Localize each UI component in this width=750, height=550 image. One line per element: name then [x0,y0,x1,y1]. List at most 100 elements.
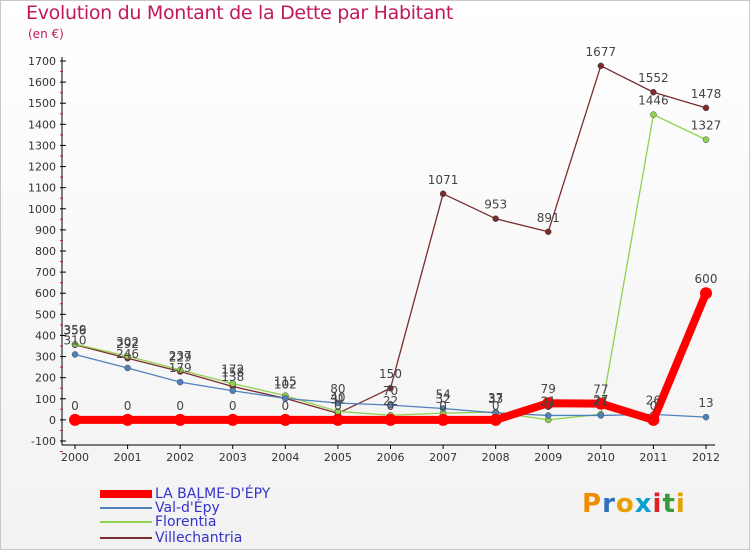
legend-item-florentia: Florentia [100,513,500,531]
legend-item-balme: LA BALME-D'ÉPY [100,485,500,503]
legend-label-val-d-epy: Val-d'Épy [155,500,220,516]
data-label: 1071 [428,173,459,187]
data-point [71,340,79,348]
x-tick-label: 2005 [324,451,352,464]
data-point [597,412,605,419]
y-tick-label: 500 [35,308,56,321]
y-tick-label: 1400 [28,118,56,131]
data-label: 0 [650,399,658,413]
data-point [439,405,447,412]
data-label: 0 [71,399,79,413]
data-label: 0 [124,399,132,413]
data-point [702,136,710,143]
data-point [545,412,552,419]
data-point [124,352,131,360]
data-point [437,413,450,426]
data-label: 0 [439,399,447,413]
data-point [650,111,657,118]
data-point [700,287,712,300]
data-point [176,366,184,374]
data-point [542,397,555,410]
data-point [489,413,502,426]
x-tick-label: 2000 [61,451,89,464]
data-point [650,88,657,96]
chart-title: Evolution du Montant de la Dette par Hab… [26,2,454,24]
data-point [176,378,184,386]
data-label: 1677 [586,45,617,59]
y-tick-label: 1000 [28,203,56,216]
data-label: 0 [282,399,290,413]
data-label: 21 [541,394,556,408]
data-point [334,399,342,407]
y-tick-label: 1700 [28,55,56,68]
y-tick-label: 700 [35,266,56,279]
data-label: 115 [274,375,297,389]
data-label: 0 [492,399,500,413]
y-tick-label: 1500 [28,97,56,110]
data-label: 0 [229,399,237,413]
data-label: 1327 [691,119,722,133]
data-label: 27 [593,393,608,407]
data-label: 102 [274,377,297,391]
legend-swatch-balme [100,490,152,498]
data-point [702,104,710,112]
logo-letter: x [634,489,653,519]
y-tick-label: 1200 [28,161,56,174]
data-label: 32 [435,392,450,406]
data-label: 33 [488,392,503,406]
data-point [597,62,605,70]
data-label: 356 [64,324,87,338]
y-tick-label: 900 [35,224,56,237]
y-tick-label: 1100 [28,182,56,195]
data-label: 158 [221,366,244,380]
data-point [69,413,81,426]
data-point [229,387,236,395]
y-tick-label: 600 [35,287,56,300]
data-label: 70 [383,384,398,398]
data-label: 359 [64,323,87,337]
data-point [121,413,134,426]
data-label: 37 [488,391,503,405]
y-tick-label: 0 [49,414,56,427]
y-tick-label: -100 [31,435,56,448]
data-label: 138 [221,370,244,384]
data-label: 102 [274,377,297,391]
y-tick-label: 400 [35,329,56,342]
data-point [492,215,499,222]
x-tick-label: 2012 [692,451,720,464]
data-point [702,413,710,421]
x-tick-label: 2008 [482,451,510,464]
y-tick-label: 800 [35,245,56,258]
data-label: 172 [221,363,244,377]
data-label: 40 [330,390,345,404]
data-label: 1552 [638,71,669,85]
x-tick-label: 2004 [271,451,299,464]
data-label: 891 [537,211,560,225]
x-tick-label: 2009 [534,451,562,464]
logo-letter: t [662,489,676,519]
data-point [282,395,289,402]
data-label: 54 [435,387,450,401]
data-point [594,397,607,410]
data-point [174,413,187,426]
data-label: 26 [646,393,661,407]
data-point [331,413,344,426]
data-label: 31 [330,392,345,406]
data-label: 292 [116,337,139,351]
data-label: 0 [387,399,395,413]
data-label: 80 [330,382,345,396]
logo-letter: r [602,489,616,519]
logo-letter: i [652,489,663,519]
logo-letter: o [615,489,635,519]
data-label: 21 [593,394,608,408]
data-label: 1446 [638,94,669,108]
y-tick-label: 300 [35,351,56,364]
data-label: 22 [383,394,398,408]
legend-item-villechantria: Villechantria [100,529,500,547]
data-label: 1478 [691,87,722,101]
legend-swatch-florentia [100,521,152,523]
legend-swatch-val-d-epy [100,507,152,509]
data-label: 79 [541,382,556,396]
x-tick-label: 2002 [166,451,194,464]
